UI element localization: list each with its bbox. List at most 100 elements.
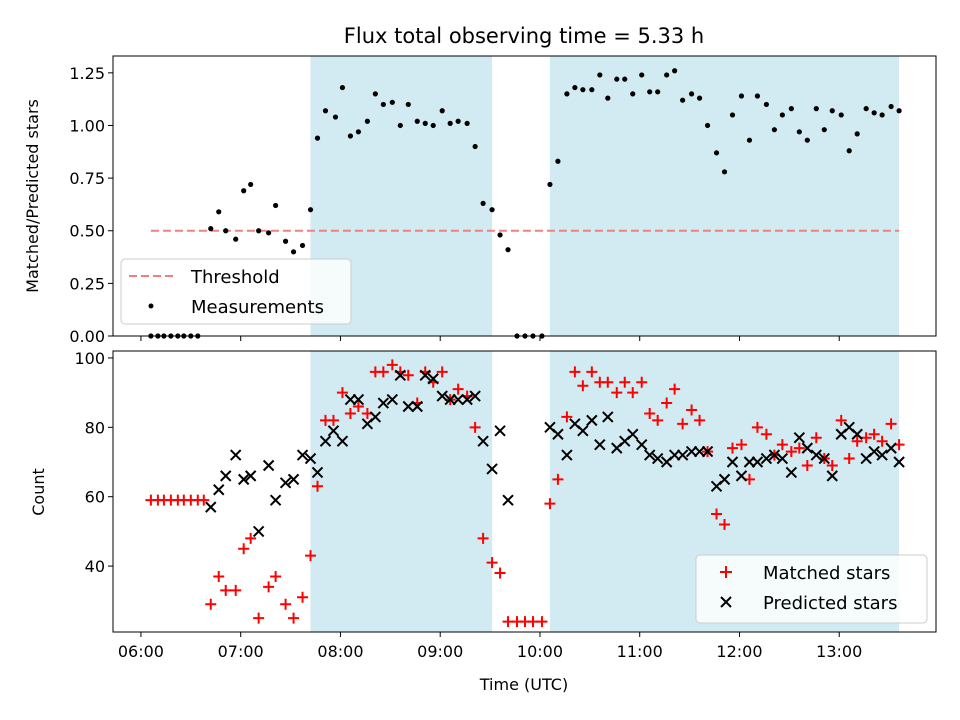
matched-star-point (876, 435, 888, 447)
matched-star-point (694, 414, 706, 426)
bottom-y-tick-label: 100 (74, 349, 105, 368)
matched-star-point (586, 366, 598, 378)
top-y-tick-label: 0.00 (69, 327, 105, 346)
measurement-point (696, 95, 703, 101)
predicted-star-point (885, 442, 897, 454)
top-points (148, 68, 902, 339)
predicted-star-point (818, 452, 830, 465)
matched-star-point (205, 598, 217, 610)
measurement-point (572, 84, 578, 91)
predicted-star-point (494, 425, 506, 437)
matched-star-point (344, 407, 356, 419)
predicted-star-point (229, 449, 242, 461)
measurement-point (779, 112, 785, 118)
legend-matched-label: Matched stars (763, 563, 890, 584)
x-axis-label: Time (UTC) (479, 675, 568, 694)
measurement-point (464, 120, 470, 126)
measurement-point (796, 129, 802, 135)
predicted-star-point (262, 459, 275, 472)
predicted-star-point (676, 449, 689, 461)
top-y-tick-label: 1.25 (69, 64, 105, 83)
predicted-star-point (205, 501, 217, 513)
measurement-point (430, 122, 436, 129)
predicted-star-point (893, 456, 905, 468)
bottom-y-tick-label: 60 (85, 488, 105, 507)
bottom-y-tick-label: 40 (85, 557, 105, 576)
measurement-point (871, 110, 877, 116)
predicted-star-point (386, 393, 399, 406)
measurement-point (879, 112, 885, 118)
measurement-point (347, 133, 354, 139)
predicted-star-point (785, 466, 798, 479)
matched-star-point (452, 383, 464, 395)
measurement-point (863, 106, 869, 112)
top-y-axis-label: Matched/Predicted stars (23, 99, 42, 293)
matched-star-point (611, 387, 623, 399)
predicted-star-point (244, 470, 257, 482)
measurement-point (314, 135, 321, 141)
top-y-ticks: 0.00 0.25 0.50 0.75 1.00 1.25 (69, 64, 113, 346)
predicted-star-point (594, 438, 606, 451)
measurement-point (241, 188, 247, 194)
predicted-star-point (427, 373, 439, 385)
matched-star-point (469, 421, 481, 433)
measurement-point (771, 127, 777, 133)
predicted-star-point (377, 397, 390, 409)
measurement-point (721, 169, 728, 175)
predicted-star-point (552, 428, 564, 440)
predicted-star-point (726, 456, 739, 468)
matched-star-point (826, 459, 838, 471)
measurement-point (233, 236, 239, 242)
predicted-star-point (793, 432, 806, 444)
measurement-point (322, 108, 329, 114)
matched-star-point (711, 508, 723, 520)
legend-predicted-label: Predicted stars (763, 593, 897, 614)
top-x-ticks (140, 336, 840, 341)
top-y-tick-label: 0.25 (69, 274, 105, 293)
matched-star-point (843, 453, 855, 465)
bottom-y-tick-label: 80 (85, 418, 105, 437)
matched-star-point (810, 432, 822, 444)
matched-star-point (561, 411, 573, 423)
measurement-point (605, 95, 611, 101)
matched-star-point (544, 498, 556, 510)
measurement-point (405, 101, 411, 108)
measurement-point (655, 89, 661, 95)
predicted-star-point (279, 477, 292, 489)
predicted-star-point (577, 425, 589, 437)
matched-star-point (644, 407, 656, 419)
x-tick-label: 10:00 (517, 642, 563, 661)
matched-star-point (198, 494, 210, 506)
measurement-point (854, 131, 860, 137)
predicted-star-point (319, 435, 332, 447)
measurement-point (364, 118, 370, 124)
matched-star-point (619, 376, 631, 388)
predicted-star-point (760, 452, 773, 465)
measurement-point (273, 202, 279, 209)
measurement-point (622, 76, 628, 82)
measurement-point (589, 87, 595, 93)
top-panel: 0.00 0.25 0.50 0.75 1.00 1.25 Matched/Predict… (23, 55, 937, 346)
predicted-star-point (643, 449, 656, 461)
measurement-point (555, 158, 561, 164)
measurement-point (597, 72, 603, 78)
predicted-star-point (801, 442, 814, 454)
x-tick-label: 13:00 (816, 642, 862, 661)
predicted-star-point (436, 390, 448, 402)
measurement-point (290, 249, 297, 255)
predicted-star-point (327, 425, 340, 437)
matched-star-point (280, 598, 292, 610)
matched-star-point (386, 359, 398, 371)
top-axes-frame (112, 55, 937, 337)
bottom-legend-box (695, 554, 928, 624)
matched-star-point (486, 557, 498, 569)
predicted-star-point (402, 400, 414, 413)
bottom-x-ticks: 06:00 07:00 08:00 09:00 10:00 11:00 12:00 13:00 (118, 632, 862, 661)
matched-star-point (627, 387, 639, 399)
measurement-point (380, 101, 386, 108)
matched-star-point (569, 366, 581, 378)
measurement-point (688, 91, 695, 97)
matched-star-point (253, 612, 265, 624)
matched-star-point (719, 518, 731, 530)
matched-star-point (377, 366, 389, 378)
